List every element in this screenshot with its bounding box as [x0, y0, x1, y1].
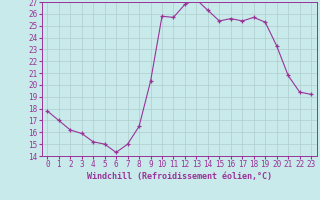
X-axis label: Windchill (Refroidissement éolien,°C): Windchill (Refroidissement éolien,°C) — [87, 172, 272, 181]
